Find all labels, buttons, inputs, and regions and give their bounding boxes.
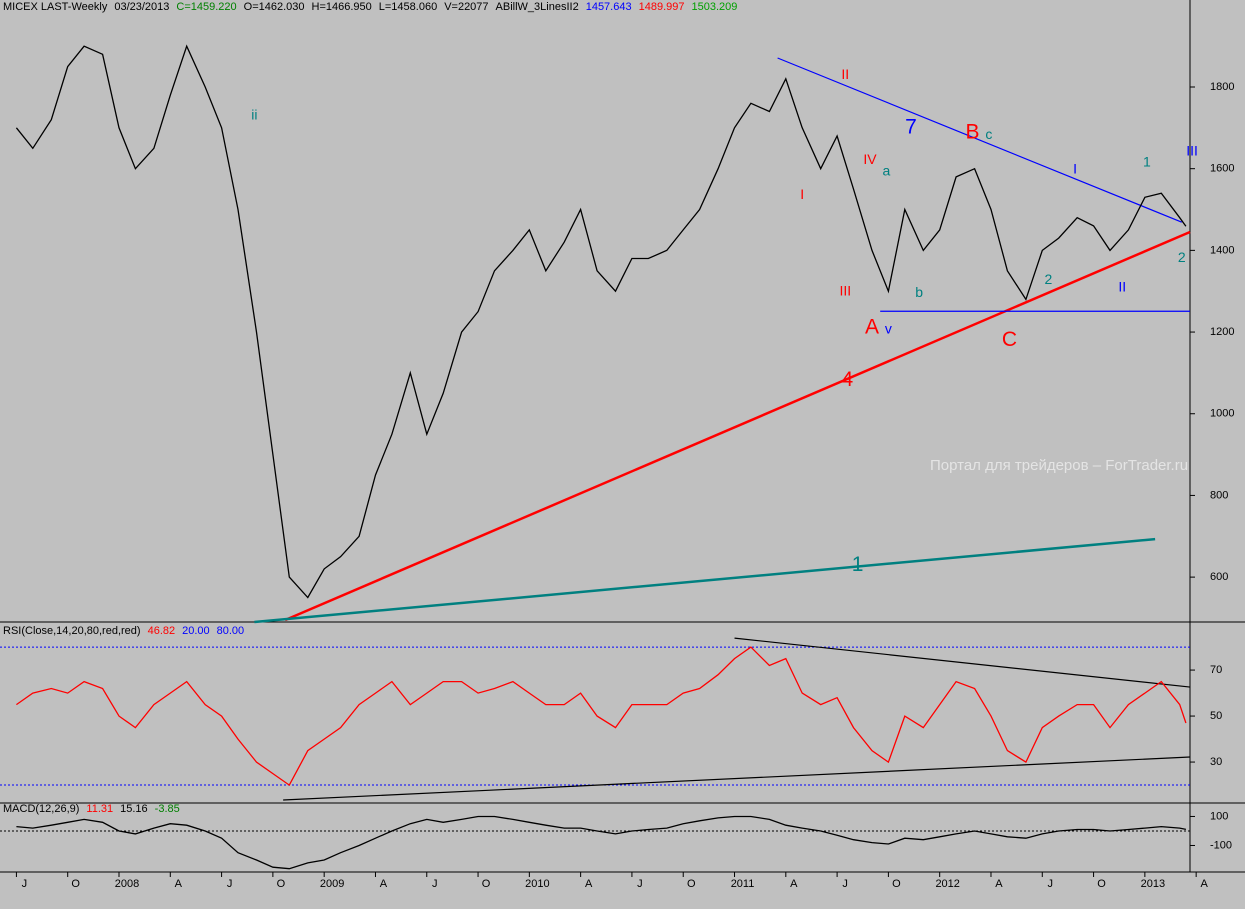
- x-tick-label: 2012: [935, 878, 959, 890]
- y-tick-label: 1600: [1210, 163, 1234, 175]
- wave-label: c: [985, 126, 992, 142]
- header-text: 11.31: [86, 803, 113, 815]
- series-line: [16, 815, 1187, 870]
- x-tick-label: O: [892, 878, 901, 890]
- header-text: V=22077: [444, 1, 488, 13]
- wave-label: 2: [1178, 249, 1186, 265]
- x-tick-label: O: [687, 878, 696, 890]
- wave-label: 7: [905, 115, 917, 138]
- x-tick-label: 2013: [1141, 878, 1165, 890]
- trendline: [284, 230, 1191, 622]
- wave-label: B: [966, 121, 980, 144]
- x-tick-label: A: [380, 878, 388, 890]
- trendline: [734, 637, 1191, 688]
- wave-label: II: [1118, 279, 1126, 295]
- wave-label: IV: [863, 151, 877, 167]
- x-tick-label: 2011: [731, 878, 755, 890]
- header-text: 20.00: [182, 625, 210, 637]
- x-tick-label: J: [22, 878, 28, 890]
- wave-label: I: [800, 186, 804, 202]
- header-text: 1457.643: [586, 1, 632, 13]
- x-tick-label: A: [995, 878, 1003, 890]
- wave-label: A: [865, 316, 879, 339]
- x-tick-label: 2010: [525, 878, 549, 890]
- y-tick-label: 50: [1210, 710, 1222, 722]
- wave-label: 1: [852, 553, 864, 576]
- x-tick-label: J: [842, 878, 848, 890]
- y-tick-label: 800: [1210, 489, 1228, 501]
- x-tick-label: A: [790, 878, 798, 890]
- header-text: C=1459.220: [176, 1, 236, 13]
- y-tick-label: 100: [1210, 810, 1228, 822]
- x-tick-label: A: [585, 878, 593, 890]
- wave-label: b: [915, 284, 923, 300]
- wave-label: ii: [251, 107, 257, 123]
- header-text: MACD(12,26,9): [3, 803, 79, 815]
- x-tick-label: O: [1097, 878, 1106, 890]
- header-text: MICEX LAST-Weekly: [3, 1, 108, 13]
- header-text: L=1458.060: [379, 1, 437, 13]
- wave-label: II: [841, 66, 849, 82]
- x-tick-label: J: [432, 878, 438, 890]
- wave-label: I: [1073, 161, 1077, 177]
- wave-label: C: [1002, 328, 1017, 351]
- header-text: H=1466.950: [312, 1, 372, 13]
- x-tick-label: A: [175, 878, 183, 890]
- y-tick-label: 70: [1210, 664, 1222, 676]
- watermark: Портал для трейдеров – ForTrader.ru: [930, 457, 1188, 474]
- header-text: RSI(Close,14,20,80,red,red): [3, 625, 141, 637]
- x-tick-label: O: [71, 878, 80, 890]
- header-text: -3.85: [155, 803, 180, 815]
- y-tick-label: 600: [1210, 571, 1228, 583]
- wave-label: 2: [1045, 271, 1053, 287]
- trendline: [777, 57, 1183, 223]
- x-tick-label: A: [1200, 878, 1208, 890]
- wave-label: III: [1186, 143, 1198, 159]
- header-text: 80.00: [217, 625, 245, 637]
- trendline: [254, 537, 1156, 624]
- header-text: O=1462.030: [244, 1, 305, 13]
- header-text: 1503.209: [691, 1, 737, 13]
- header-text: 15.16: [120, 803, 148, 815]
- series-line: [16, 646, 1187, 787]
- x-tick-label: 2008: [115, 878, 139, 890]
- wave-label: III: [839, 283, 851, 299]
- series-line: [15, 44, 1187, 599]
- x-tick-label: O: [482, 878, 491, 890]
- wave-label: v: [885, 321, 892, 337]
- y-tick-label: 30: [1210, 756, 1222, 768]
- x-tick-label: J: [637, 878, 643, 890]
- x-tick-label: O: [277, 878, 286, 890]
- wave-label: 1: [1143, 154, 1151, 170]
- y-tick-label: 1200: [1210, 326, 1234, 338]
- wave-label: a: [882, 163, 890, 179]
- header-text: ABillW_3LinesII2: [496, 1, 579, 13]
- wave-label: 4: [842, 368, 854, 391]
- y-tick-label: 1000: [1210, 408, 1234, 420]
- header-text: 46.82: [148, 625, 176, 637]
- x-tick-label: 2009: [320, 878, 344, 890]
- x-tick-label: J: [227, 878, 233, 890]
- trendline: [283, 756, 1191, 801]
- y-tick-label: 1800: [1210, 81, 1234, 93]
- y-tick-label: 1400: [1210, 244, 1234, 256]
- header-text: 1489.997: [639, 1, 685, 13]
- header-text: 03/23/2013: [114, 1, 169, 13]
- x-tick-label: J: [1048, 878, 1054, 890]
- y-tick-label: -100: [1210, 839, 1232, 851]
